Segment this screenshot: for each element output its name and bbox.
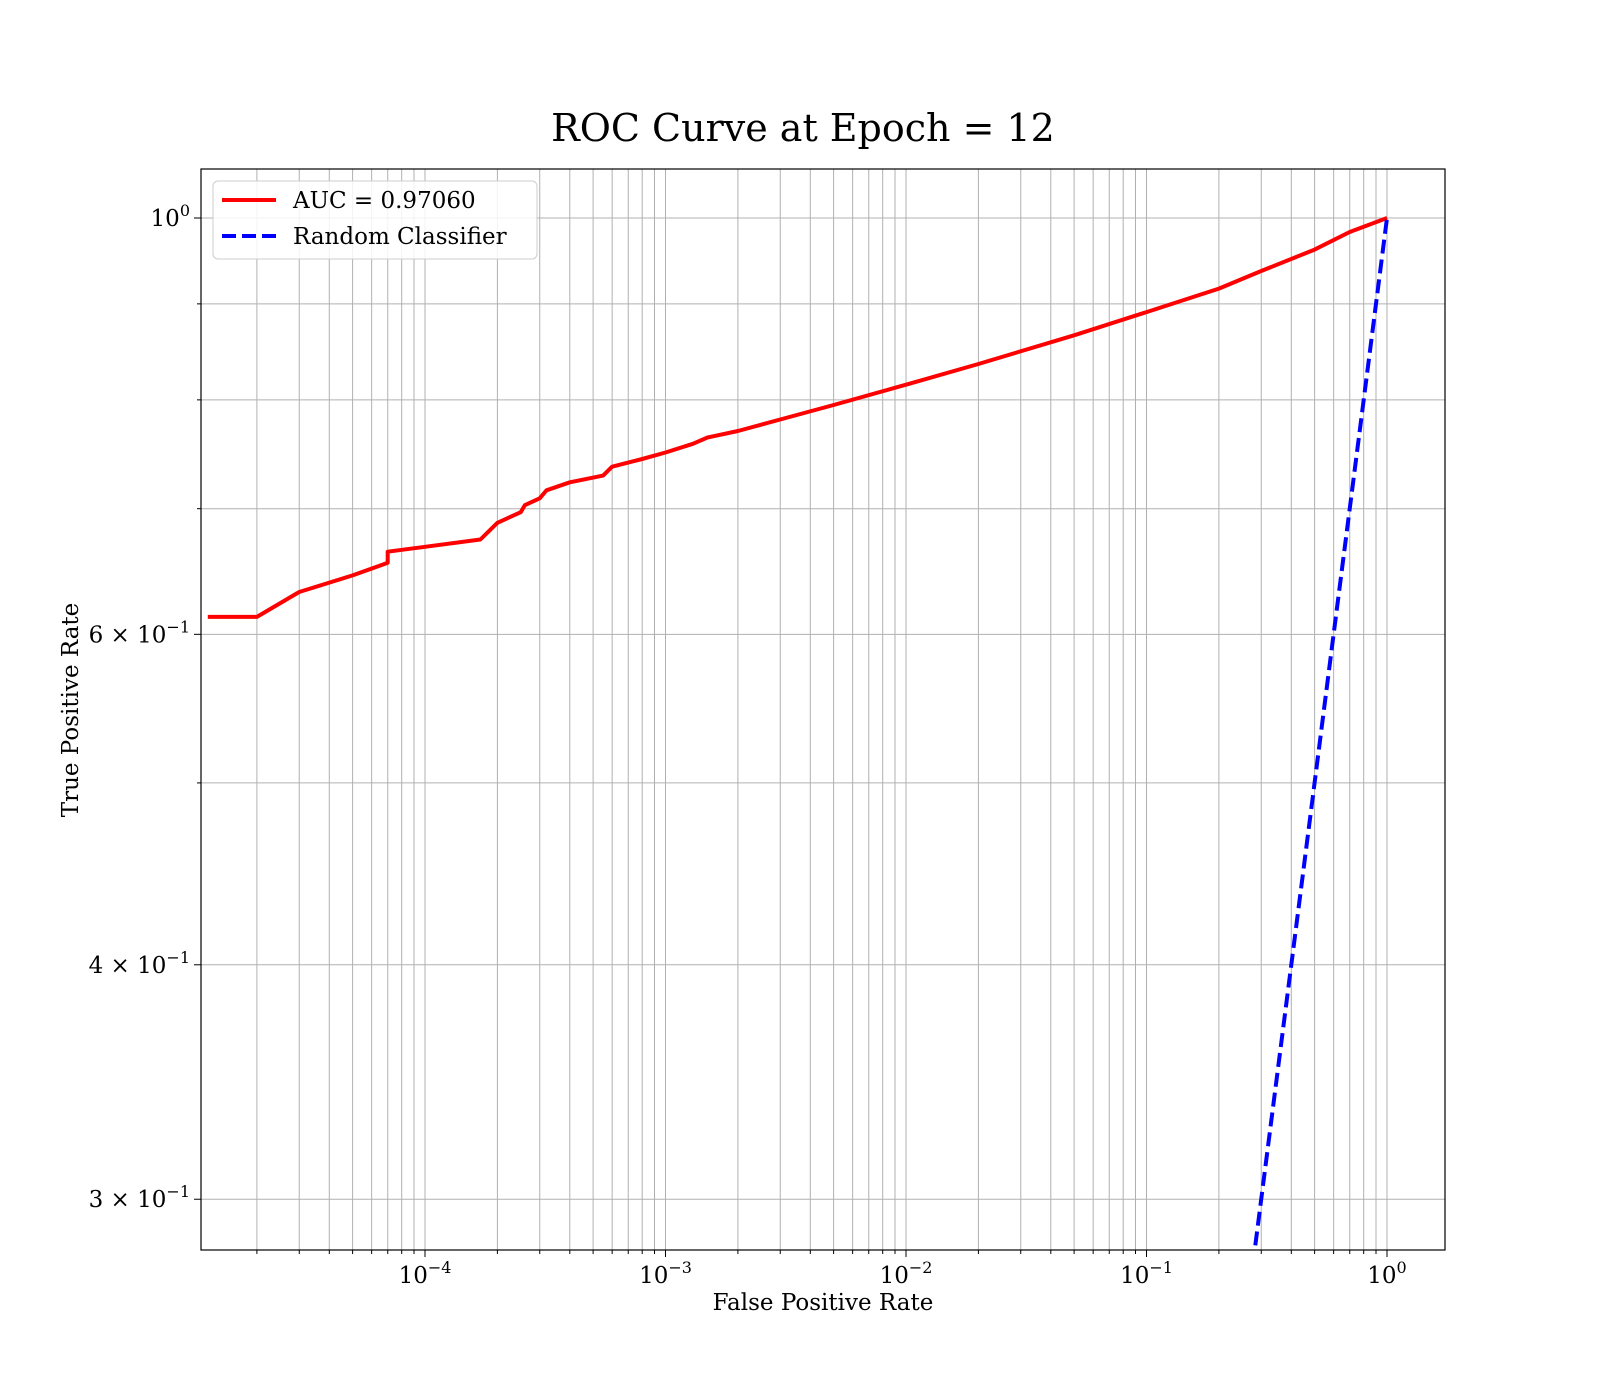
y-tick-label: 6 × 10−1	[89, 617, 190, 648]
legend-label-auc: AUC = 0.97060	[292, 188, 476, 214]
y-tick-label: 4 × 10−1	[89, 948, 190, 979]
grid	[201, 169, 1445, 1250]
plot-frame	[200, 168, 1446, 1251]
y-axis-label: True Positive Rate	[58, 603, 84, 818]
axis-ticks: 10−4 10−3 10−2 10−1 100 100 6 × 10−1 4 × 10−1 3 …	[89, 201, 1407, 1289]
x-tick-label: 10−1	[1120, 1258, 1173, 1289]
series-line-auc	[207, 216, 1388, 619]
x-tick-label: 10−2	[880, 1258, 933, 1289]
legend-box	[212, 180, 538, 260]
x-axis-label: False Positive Rate	[713, 1290, 934, 1316]
x-tick-label: 10−3	[639, 1258, 692, 1289]
series-lines	[207, 216, 1389, 1250]
legend-label-random: Random Classifier	[293, 224, 507, 250]
x-tick-label: 10−4	[399, 1258, 452, 1289]
y-tick-label: 3 × 10−1	[89, 1182, 190, 1213]
series-line-random	[1252, 217, 1389, 1250]
legend: AUC = 0.97060 Random Classifier	[212, 180, 538, 260]
x-tick-label: 100	[1367, 1258, 1406, 1289]
y-tick-label: 100	[151, 201, 190, 232]
chart-title: ROC Curve at Epoch = 12	[551, 106, 1055, 150]
